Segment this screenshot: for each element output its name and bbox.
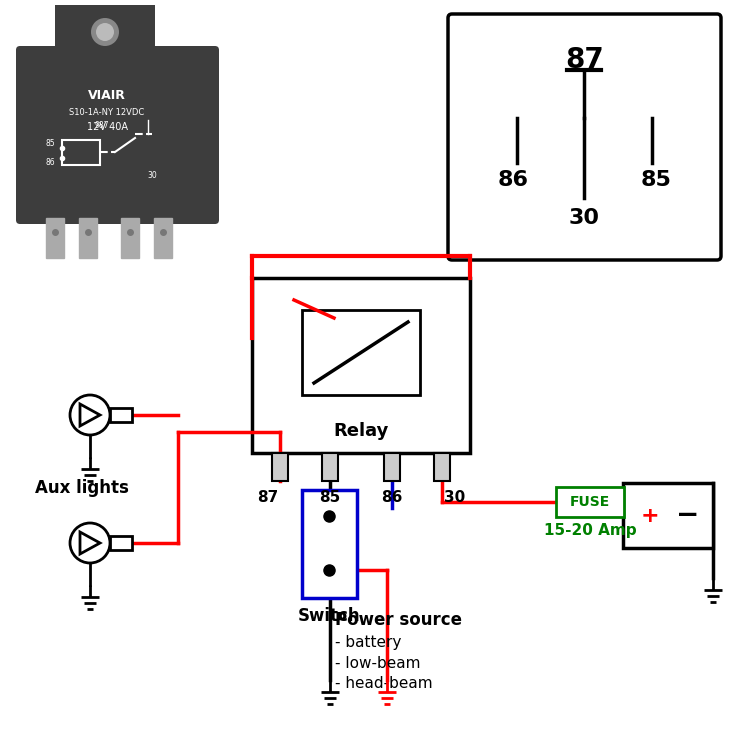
Bar	[110, 408, 132, 422]
Text: 85: 85	[319, 490, 341, 505]
Circle shape	[91, 18, 119, 46]
Text: 86: 86	[381, 490, 403, 505]
Text: FUSE: FUSE	[570, 495, 610, 509]
Bar	[46, 218, 64, 258]
Bar	[62, 140, 100, 165]
Polygon shape	[80, 404, 100, 426]
Bar	[302, 310, 420, 395]
Text: 86: 86	[498, 170, 528, 190]
Bar	[322, 453, 338, 481]
Bar	[302, 490, 357, 598]
FancyBboxPatch shape	[448, 14, 721, 260]
Text: Aux lights: Aux lights	[35, 479, 129, 497]
Text: - head-beam: - head-beam	[335, 677, 433, 692]
Bar	[252, 278, 470, 453]
Bar	[110, 536, 132, 550]
Bar	[272, 453, 288, 481]
Bar	[556, 487, 624, 517]
Bar	[384, 453, 400, 481]
Bar	[154, 218, 172, 258]
Text: Power source: Power source	[335, 611, 462, 629]
Bar	[434, 453, 450, 481]
Text: 15-20 Amp: 15-20 Amp	[544, 522, 637, 537]
Bar	[623, 483, 713, 548]
Text: - battery: - battery	[335, 634, 401, 649]
Circle shape	[96, 23, 114, 41]
Text: −: −	[676, 502, 699, 530]
Text: VIAIR: VIAIR	[88, 88, 126, 102]
Text: S10-1A-NY 12VDC: S10-1A-NY 12VDC	[69, 108, 145, 116]
Text: 87: 87	[565, 46, 604, 74]
FancyBboxPatch shape	[16, 46, 219, 224]
Text: +: +	[640, 505, 659, 525]
Text: 12V 40A: 12V 40A	[87, 122, 127, 132]
Circle shape	[70, 523, 110, 563]
Text: Switch: Switch	[298, 607, 361, 625]
Text: 87: 87	[257, 490, 278, 505]
Text: 30: 30	[444, 490, 465, 505]
Bar	[121, 218, 139, 258]
Polygon shape	[80, 532, 100, 554]
Text: 85: 85	[640, 170, 671, 190]
Bar	[79, 218, 97, 258]
Text: 30: 30	[569, 208, 600, 228]
Bar	[55, 5, 155, 60]
Text: 86: 86	[46, 157, 55, 166]
Text: 30: 30	[147, 171, 157, 180]
Text: - low-beam: - low-beam	[335, 655, 420, 671]
Text: 987: 987	[95, 120, 109, 130]
Text: Relay: Relay	[333, 422, 389, 440]
Text: 85: 85	[46, 139, 55, 148]
Circle shape	[70, 395, 110, 435]
